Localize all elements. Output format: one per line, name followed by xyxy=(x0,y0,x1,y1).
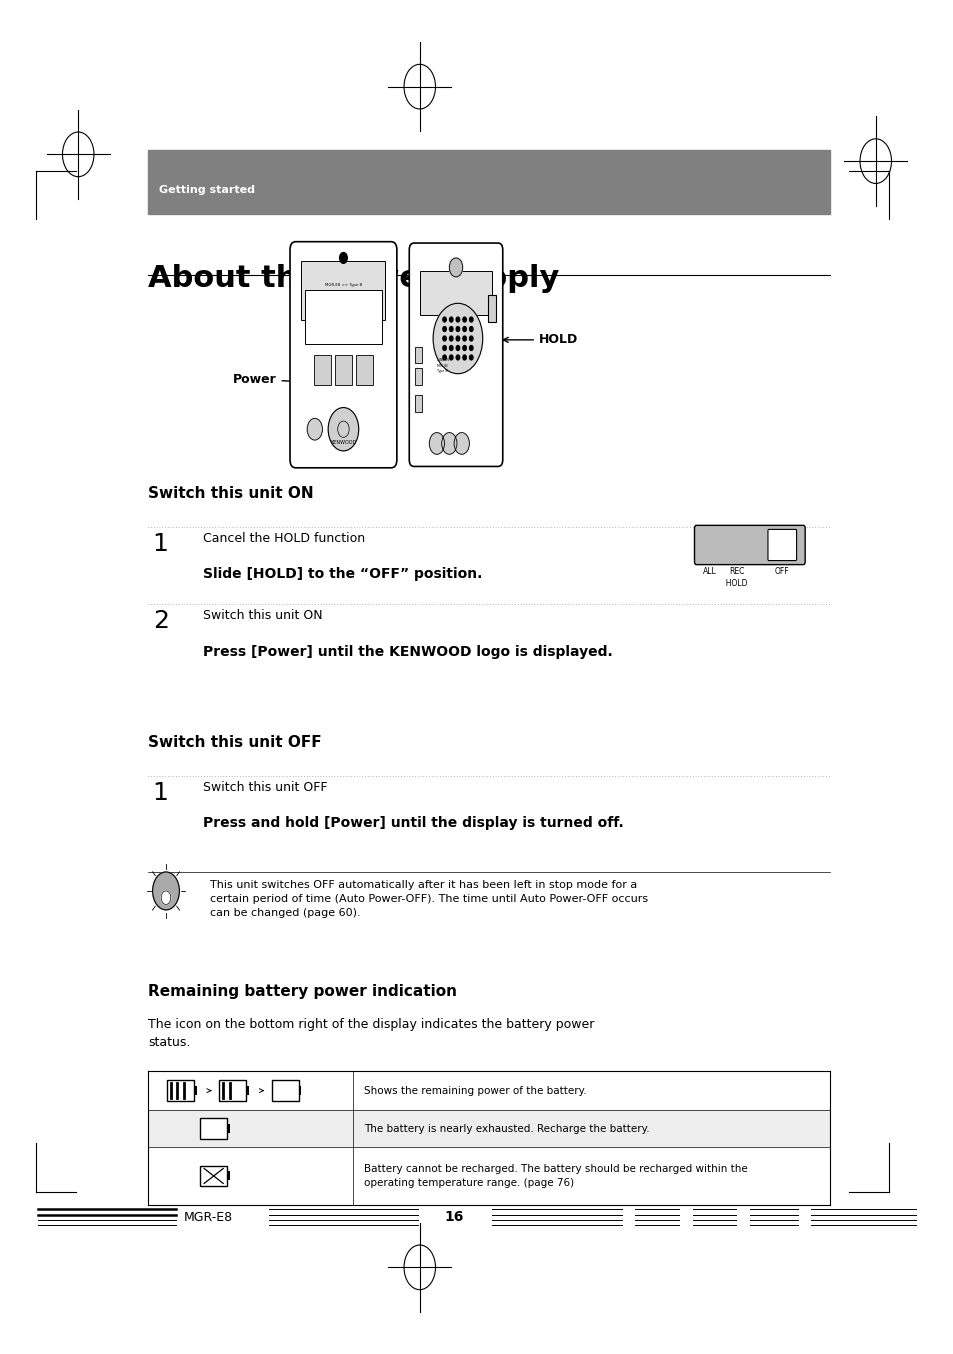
Circle shape xyxy=(449,336,453,341)
Bar xyxy=(148,1147,829,1205)
Text: The icon on the bottom right of the display indicates the battery power
status.: The icon on the bottom right of the disp… xyxy=(148,1018,594,1049)
Bar xyxy=(200,1166,227,1186)
Circle shape xyxy=(456,326,459,332)
Circle shape xyxy=(429,433,444,455)
Bar xyxy=(415,395,421,412)
Text: Shows the remaining power of the battery.: Shows the remaining power of the battery… xyxy=(364,1086,586,1095)
Text: Power: Power xyxy=(233,372,296,386)
Text: MGR-E8: MGR-E8 xyxy=(184,1210,233,1224)
Text: MGR-E8 >> Type B: MGR-E8 >> Type B xyxy=(325,283,361,287)
Bar xyxy=(148,1071,829,1110)
Circle shape xyxy=(469,345,473,351)
Circle shape xyxy=(442,326,446,332)
Circle shape xyxy=(469,355,473,360)
Circle shape xyxy=(456,336,459,341)
Circle shape xyxy=(454,433,469,455)
Text: Press and hold [Power] until the display is turned off.: Press and hold [Power] until the display… xyxy=(203,816,623,830)
Circle shape xyxy=(456,345,459,351)
Circle shape xyxy=(442,336,446,341)
Text: HOLD: HOLD xyxy=(503,333,578,347)
Text: The battery is nearly exhausted. Recharge the battery.: The battery is nearly exhausted. Recharg… xyxy=(364,1124,649,1133)
Text: Press [Power] until the KENWOOD logo is displayed.: Press [Power] until the KENWOOD logo is … xyxy=(203,645,613,658)
Text: Switch this unit OFF: Switch this unit OFF xyxy=(203,781,328,795)
FancyBboxPatch shape xyxy=(290,241,396,467)
Text: 2: 2 xyxy=(152,609,169,634)
FancyBboxPatch shape xyxy=(694,525,804,565)
Bar xyxy=(415,368,421,385)
Text: 1: 1 xyxy=(152,532,169,556)
Text: Switch this unit OFF: Switch this unit OFF xyxy=(148,735,321,750)
Bar xyxy=(148,150,829,214)
Bar xyxy=(335,355,352,385)
Bar xyxy=(305,290,381,344)
Circle shape xyxy=(152,872,179,910)
Text: Getting started: Getting started xyxy=(159,184,255,195)
Text: KENWOOD: KENWOOD xyxy=(330,440,356,444)
Circle shape xyxy=(442,355,446,360)
Text: 16: 16 xyxy=(444,1210,463,1224)
Text: OFF: OFF xyxy=(774,567,789,575)
Circle shape xyxy=(462,317,466,322)
Bar xyxy=(415,347,421,363)
Circle shape xyxy=(161,891,171,904)
Circle shape xyxy=(469,336,473,341)
Bar xyxy=(355,355,373,385)
Circle shape xyxy=(449,355,453,360)
Circle shape xyxy=(449,326,453,332)
FancyBboxPatch shape xyxy=(409,242,502,466)
Bar xyxy=(148,1110,829,1147)
Circle shape xyxy=(462,345,466,351)
Circle shape xyxy=(339,252,347,263)
Circle shape xyxy=(456,355,459,360)
Text: HOLD: HOLD xyxy=(720,580,747,588)
Bar xyxy=(219,1080,246,1101)
Text: ALL: ALL xyxy=(702,567,716,575)
Bar xyxy=(227,1171,230,1181)
Text: 1: 1 xyxy=(152,781,169,806)
FancyBboxPatch shape xyxy=(767,529,796,561)
Circle shape xyxy=(449,257,462,278)
Bar xyxy=(246,1086,249,1095)
Circle shape xyxy=(442,345,446,351)
Circle shape xyxy=(449,345,453,351)
Text: About the power supply: About the power supply xyxy=(148,264,558,292)
Bar xyxy=(488,295,496,322)
Bar xyxy=(419,271,492,315)
Circle shape xyxy=(442,317,446,322)
Text: Cancel the HOLD function: Cancel the HOLD function xyxy=(203,532,365,546)
Circle shape xyxy=(433,303,482,374)
Bar xyxy=(193,1086,196,1095)
Text: LINE IN
MIC IN
Type B: LINE IN MIC IN Type B xyxy=(436,359,448,372)
Text: This unit switches OFF automatically after it has been left in stop mode for a
c: This unit switches OFF automatically aft… xyxy=(210,880,647,918)
Bar xyxy=(298,1086,301,1095)
Circle shape xyxy=(441,433,456,455)
Circle shape xyxy=(307,418,322,440)
Bar xyxy=(314,355,331,385)
Text: Switch this unit ON: Switch this unit ON xyxy=(148,486,314,501)
Circle shape xyxy=(462,326,466,332)
Text: Slide [HOLD] to the “OFF” position.: Slide [HOLD] to the “OFF” position. xyxy=(203,567,482,581)
Circle shape xyxy=(469,317,473,322)
Circle shape xyxy=(462,336,466,341)
Text: Battery cannot be recharged. The battery should be recharged within the
operatin: Battery cannot be recharged. The battery… xyxy=(364,1164,747,1187)
Text: Switch this unit ON: Switch this unit ON xyxy=(203,609,322,623)
Circle shape xyxy=(449,317,453,322)
Circle shape xyxy=(456,317,459,322)
Text: Remaining battery power indication: Remaining battery power indication xyxy=(148,984,456,999)
Circle shape xyxy=(469,326,473,332)
Circle shape xyxy=(328,408,358,451)
Bar xyxy=(167,1080,193,1101)
Bar xyxy=(301,260,385,320)
Circle shape xyxy=(462,355,466,360)
Bar xyxy=(227,1124,230,1133)
Text: REC: REC xyxy=(728,567,743,575)
Bar xyxy=(272,1080,298,1101)
Bar xyxy=(200,1118,227,1139)
